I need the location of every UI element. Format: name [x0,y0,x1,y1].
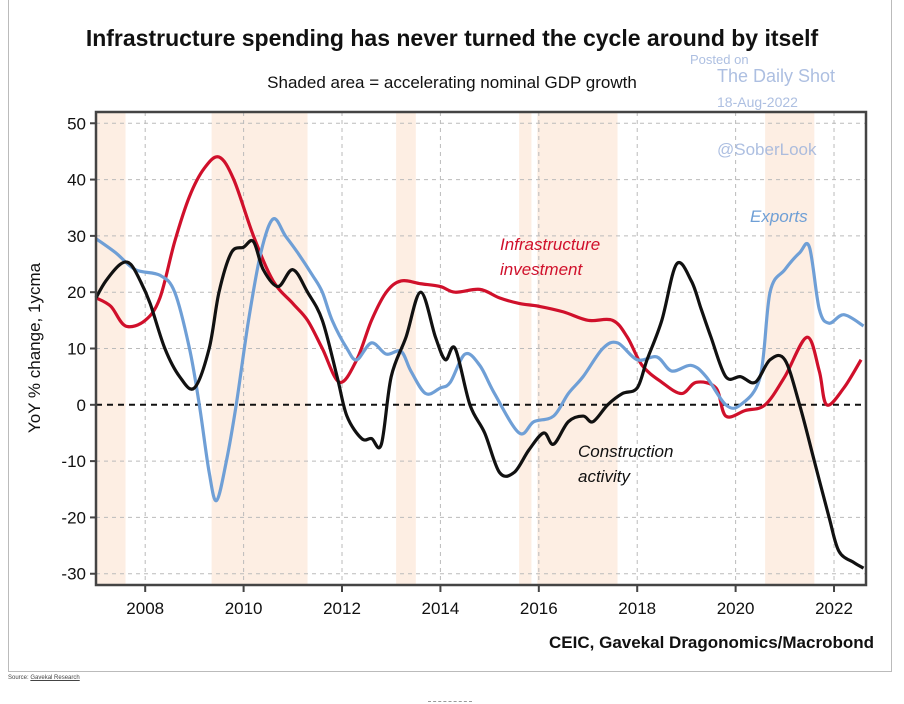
y-tick-label: 10 [67,340,86,359]
divider [428,701,472,702]
annotation-construction: Construction [578,442,673,461]
annotation-investment: investment [500,260,583,279]
series-line-construction-activity [94,238,865,570]
x-tick-label: 2010 [225,599,263,618]
source-link[interactable]: Gavekal Research [30,675,80,681]
series-line-infrastructure-investment [95,155,863,419]
x-tick-label: 2022 [815,599,853,618]
annotation-infrastructure: Infrastructure [500,235,600,254]
x-tick-label: 2014 [421,599,459,618]
watermark-posted: Posted on [690,52,749,67]
annotation-activity: activity [578,467,631,486]
series-line-exports [95,217,865,503]
source-note: Source: Gavekal Research [8,675,80,681]
y-tick-label: -30 [61,565,86,584]
watermark-handle: @SoberLook [717,140,817,159]
shaded-period [519,112,532,585]
y-tick-label: -20 [61,508,86,527]
annotation-exports: Exports [750,207,808,226]
chart-frame [8,0,892,672]
shaded-period [765,112,815,585]
credit: CEIC, Gavekal Dragonomics/Macrobond [549,633,874,652]
y-tick-label: 20 [67,283,86,302]
y-tick-label: 40 [67,171,86,190]
x-tick-label: 2018 [618,599,656,618]
x-tick-label: 2012 [323,599,361,618]
x-tick-label: 2016 [520,599,558,618]
y-axis-label: YoY % change, 1ycma [25,262,44,433]
x-tick-label: 2008 [126,599,164,618]
y-tick-label: 50 [67,114,86,133]
chart-title: Infrastructure spending has never turned… [86,25,819,51]
x-tick-label: 2020 [717,599,755,618]
watermark-site: The Daily Shot [717,66,835,86]
y-tick-label: 0 [77,396,86,415]
chart-subtitle: Shaded area = accelerating nominal GDP g… [267,73,637,92]
watermark-date: 18-Aug-2022 [717,94,798,110]
shaded-period [396,112,416,585]
source-label: Source: [8,675,29,681]
y-tick-label: 30 [67,227,86,246]
y-tick-label: -10 [61,452,86,471]
